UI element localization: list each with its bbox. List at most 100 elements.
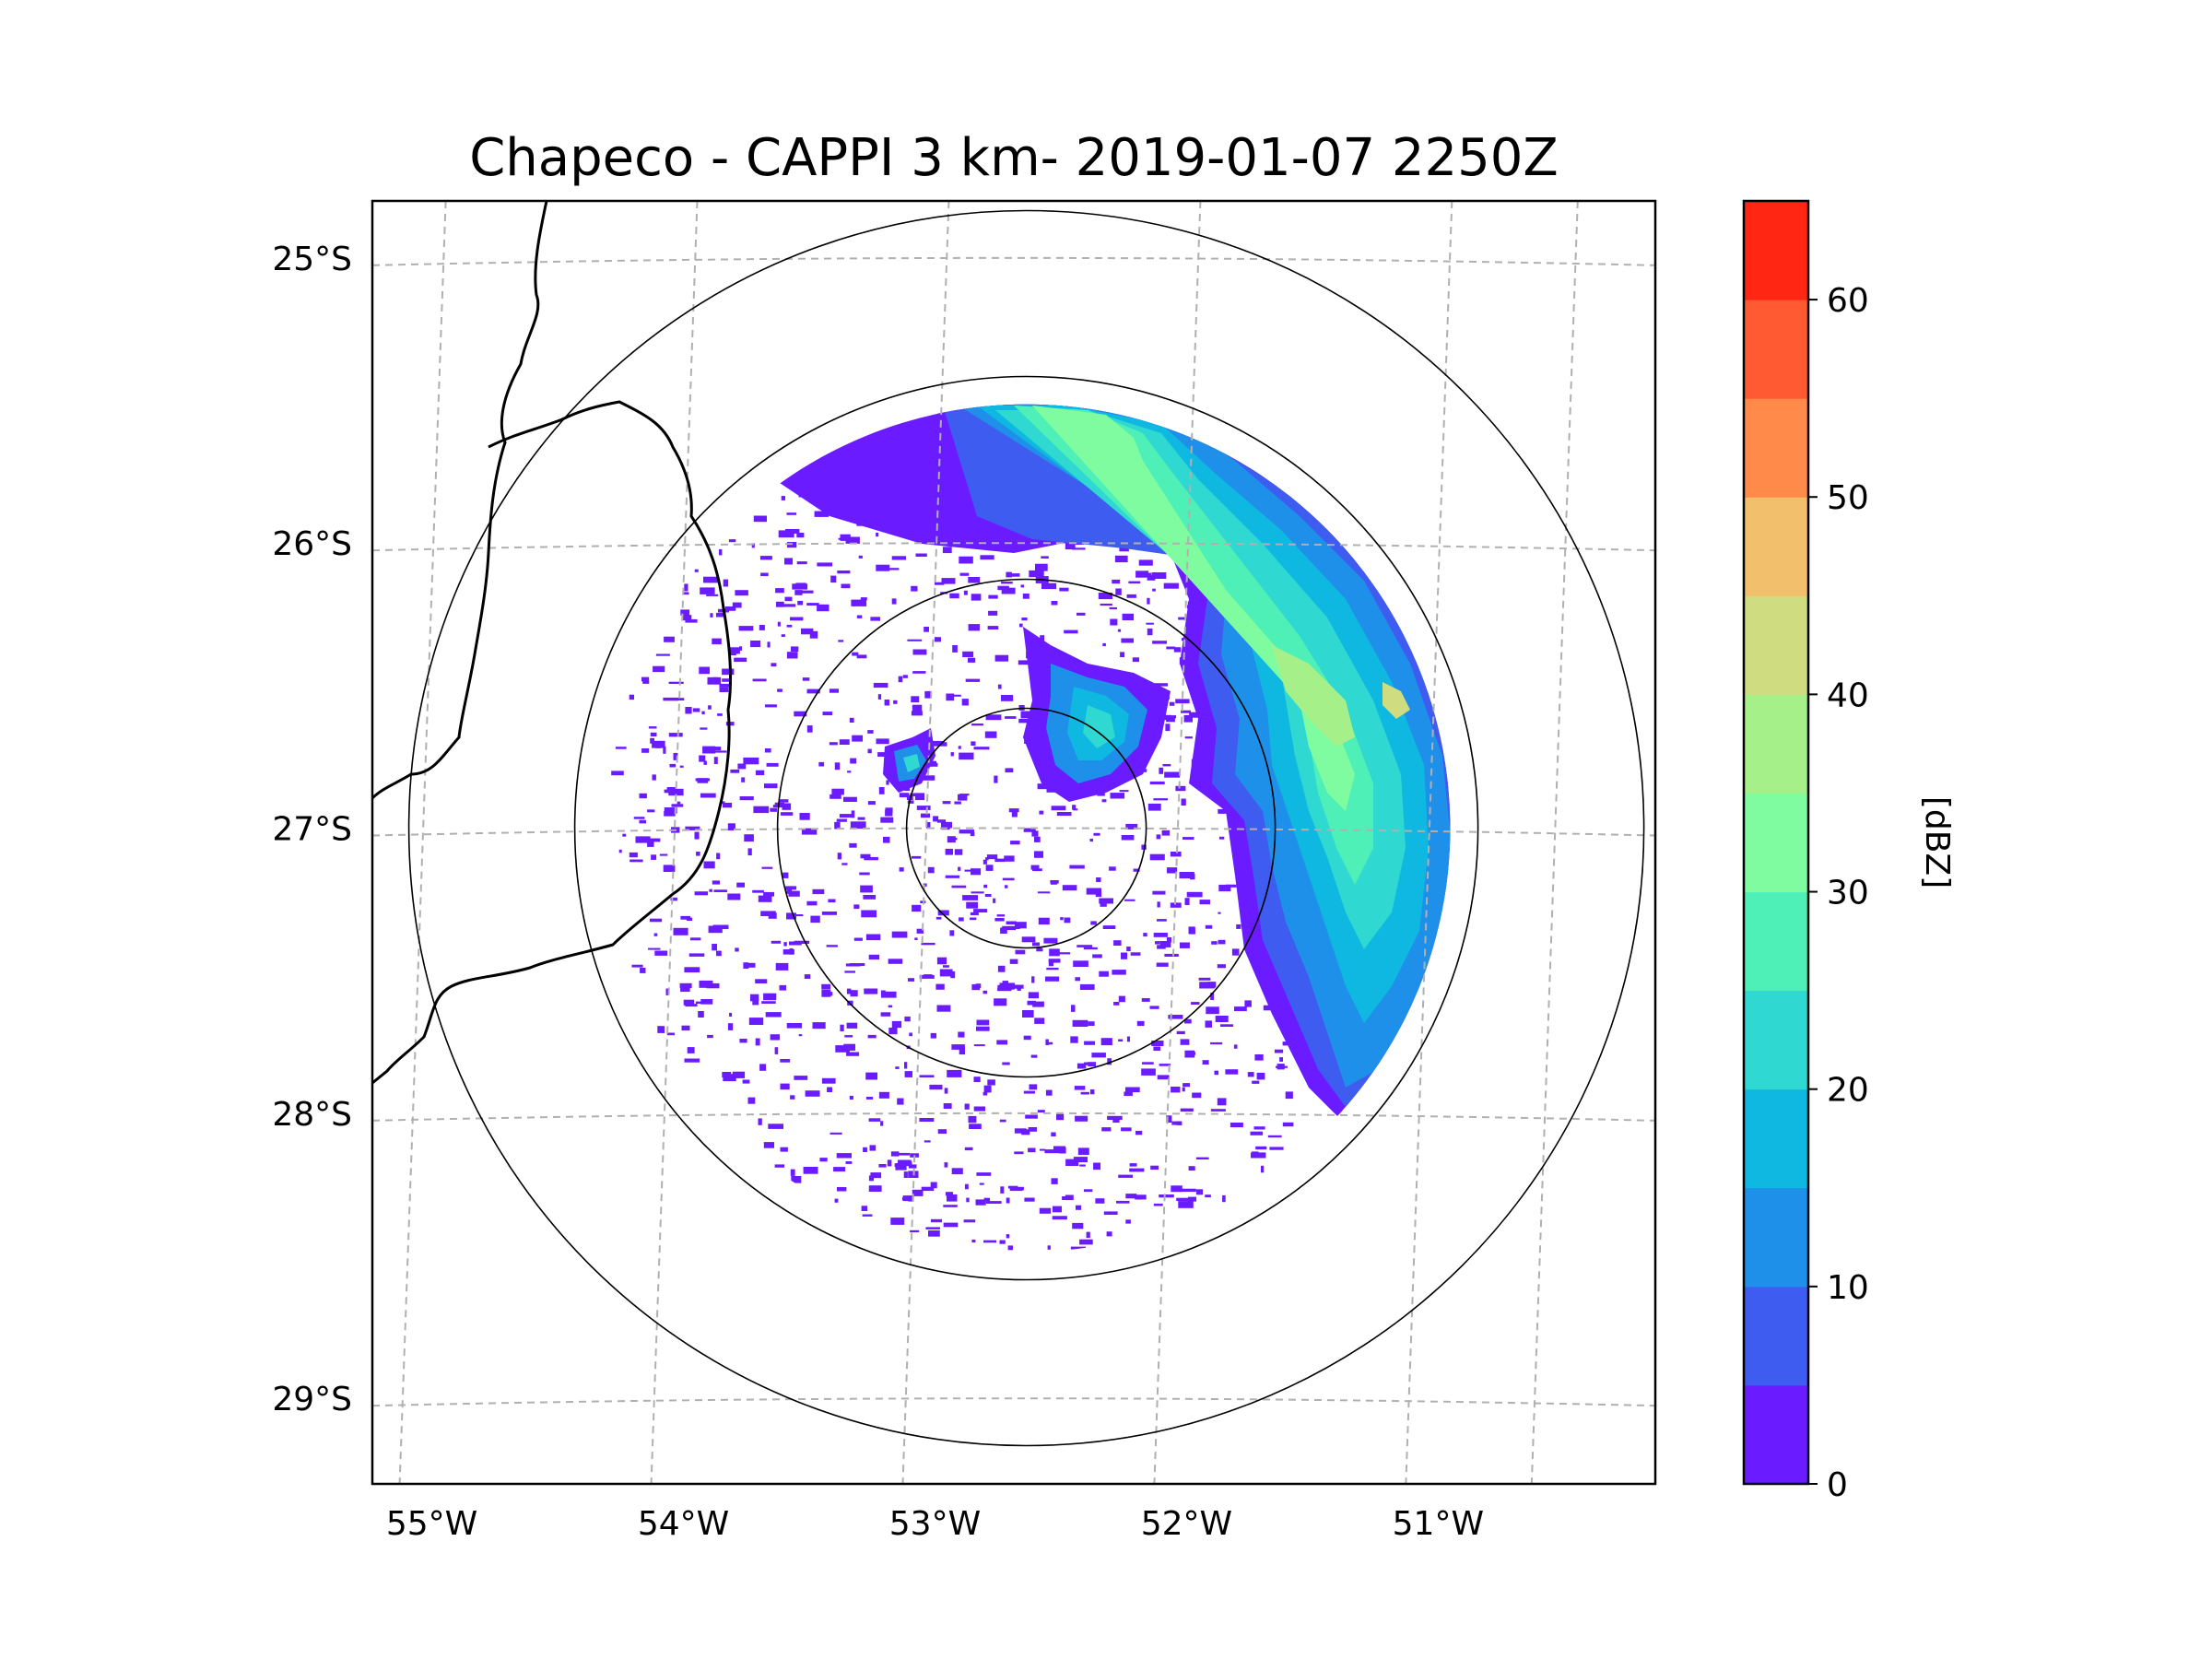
weak-echo bbox=[999, 1240, 1006, 1244]
weak-echo bbox=[710, 613, 713, 618]
weak-echo bbox=[844, 1035, 853, 1038]
weak-echo bbox=[1173, 647, 1182, 653]
weak-echo bbox=[931, 1218, 942, 1223]
weak-echo bbox=[719, 548, 723, 556]
weak-echo bbox=[732, 602, 742, 608]
weak-echo bbox=[790, 1169, 795, 1176]
weak-echo bbox=[1141, 844, 1147, 850]
weak-echo bbox=[883, 836, 890, 843]
weak-echo bbox=[1060, 917, 1064, 921]
weak-echo bbox=[971, 594, 982, 601]
weak-echo bbox=[993, 898, 996, 903]
weak-echo bbox=[876, 532, 879, 537]
weak-echo bbox=[779, 799, 789, 803]
weak-echo bbox=[895, 1163, 907, 1171]
weak-echo bbox=[912, 704, 923, 712]
weak-echo bbox=[1210, 993, 1215, 1000]
weak-echo bbox=[863, 895, 877, 900]
weak-echo bbox=[1164, 771, 1181, 778]
lat-tick-label: 29°S bbox=[272, 1381, 352, 1418]
weak-echo bbox=[925, 1227, 940, 1230]
weak-echo bbox=[666, 1032, 676, 1036]
weak-echo bbox=[910, 1230, 920, 1232]
weak-echo bbox=[1077, 1147, 1089, 1155]
weak-echo bbox=[781, 496, 785, 500]
weak-echo bbox=[780, 1147, 788, 1152]
weak-echo bbox=[965, 678, 980, 682]
weak-echo bbox=[1064, 917, 1071, 924]
weak-echo bbox=[682, 615, 692, 621]
weak-echo bbox=[1005, 768, 1014, 773]
weak-echo bbox=[1141, 1068, 1156, 1076]
weak-echo bbox=[868, 1175, 874, 1182]
weak-echo bbox=[669, 698, 685, 700]
weak-echo bbox=[1070, 1246, 1086, 1250]
weak-echo bbox=[1041, 582, 1057, 590]
weak-echo bbox=[911, 696, 920, 703]
weak-echo bbox=[1045, 976, 1060, 982]
lat-tick-label: 25°S bbox=[272, 241, 352, 278]
weak-echo bbox=[1261, 1165, 1265, 1173]
weak-echo bbox=[641, 677, 650, 682]
weak-echo bbox=[947, 1194, 958, 1202]
weak-echo bbox=[860, 885, 873, 893]
weak-echo bbox=[664, 807, 677, 814]
weak-echo bbox=[878, 1091, 889, 1099]
weak-echo bbox=[1135, 1130, 1143, 1135]
weak-echo bbox=[1006, 921, 1017, 924]
weak-echo bbox=[1230, 1123, 1243, 1128]
weak-echo bbox=[951, 838, 958, 841]
weak-echo bbox=[753, 806, 770, 814]
weak-echo bbox=[1165, 724, 1171, 732]
weak-echo bbox=[1020, 711, 1036, 719]
weak-echo bbox=[1120, 652, 1125, 657]
weak-echo bbox=[817, 604, 830, 612]
weak-echo bbox=[798, 1034, 803, 1037]
weak-echo bbox=[841, 863, 848, 865]
weak-echo bbox=[1149, 781, 1165, 785]
weak-echo bbox=[1072, 1222, 1084, 1230]
weak-echo bbox=[1114, 555, 1128, 563]
weak-echo bbox=[1138, 559, 1153, 566]
weak-echo bbox=[1253, 1126, 1265, 1130]
west-cell-level-2 bbox=[903, 754, 920, 772]
weak-echo bbox=[1128, 581, 1141, 584]
weak-echo bbox=[1163, 582, 1179, 589]
weak-echo bbox=[898, 1159, 912, 1167]
weak-echo bbox=[719, 683, 732, 688]
weak-echo bbox=[739, 646, 743, 651]
weak-echo bbox=[615, 747, 627, 749]
weak-echo bbox=[868, 954, 880, 960]
weak-echo bbox=[912, 1189, 924, 1196]
weak-echo bbox=[839, 739, 850, 745]
weak-echo bbox=[985, 865, 994, 871]
weak-echo bbox=[1043, 937, 1058, 944]
weak-echo bbox=[1199, 900, 1210, 905]
weak-echo bbox=[1089, 1089, 1095, 1095]
weak-echo bbox=[789, 941, 802, 946]
weak-echo bbox=[1079, 1239, 1093, 1245]
weak-echo bbox=[1217, 964, 1226, 969]
weak-echo bbox=[1156, 834, 1161, 840]
lon-tick-label: 53°W bbox=[889, 1505, 981, 1543]
weak-echo bbox=[919, 1075, 935, 1077]
weak-echo bbox=[828, 899, 836, 903]
weak-echo bbox=[1014, 984, 1024, 989]
weak-echo bbox=[1073, 1157, 1088, 1162]
weak-echo bbox=[732, 1071, 746, 1078]
weak-echo bbox=[1215, 1016, 1229, 1022]
weak-echo bbox=[1024, 1197, 1035, 1202]
lat-tick-label: 27°S bbox=[272, 811, 352, 849]
weak-echo bbox=[649, 918, 663, 923]
weak-echo bbox=[867, 1034, 877, 1039]
weak-echo bbox=[1095, 1198, 1105, 1204]
weak-echo bbox=[761, 1001, 776, 1004]
weak-echo bbox=[885, 809, 893, 817]
weak-echo bbox=[1135, 1194, 1147, 1200]
weak-echo bbox=[969, 1124, 982, 1129]
weak-echo bbox=[1153, 1046, 1161, 1052]
weak-echo bbox=[1135, 571, 1149, 578]
weak-echo bbox=[659, 853, 668, 856]
weak-echo bbox=[796, 561, 807, 565]
weak-echo bbox=[781, 634, 785, 637]
